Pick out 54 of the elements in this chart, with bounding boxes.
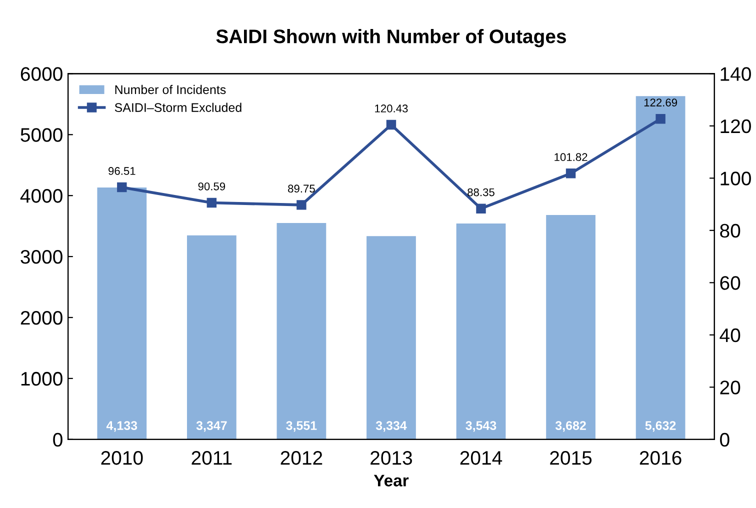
- bar: [186, 235, 236, 440]
- point: [656, 114, 666, 124]
- data-label: 4,133: [106, 421, 138, 432]
- point: [386, 120, 396, 130]
- legend-label: Number of Incidents: [115, 84, 226, 94]
- y-tick-label: 0: [53, 432, 62, 447]
- data-label: 3,347: [196, 421, 227, 432]
- bar: [636, 96, 686, 440]
- point: [206, 198, 217, 208]
- bar: [97, 187, 147, 440]
- bar: [366, 236, 416, 440]
- x-tick-label: 2013: [370, 451, 412, 465]
- y-tick-label: 5000: [20, 128, 62, 142]
- y2-tick-label: 120: [720, 119, 751, 134]
- data-label: 96.51: [108, 167, 136, 175]
- chart-title: SAIDI Shown with Number of Outages: [216, 29, 566, 48]
- data-label: 120.43: [375, 104, 408, 112]
- x-tick-label: 2012: [280, 451, 322, 465]
- y-tick-label: 6000: [20, 67, 62, 81]
- y2-tick-label: 140: [720, 67, 751, 81]
- data-label: 89.75: [288, 184, 315, 193]
- point: [476, 204, 486, 214]
- y2-tick-label: 60: [720, 276, 740, 290]
- y2-tick-label: 100: [720, 172, 751, 186]
- y2-tick-label: 80: [720, 224, 740, 238]
- data-label: 90.59: [198, 182, 226, 190]
- y-tick-label: 2000: [20, 310, 62, 325]
- y2-tick-label: 20: [720, 380, 740, 394]
- x-tick-label: 2014: [460, 451, 502, 465]
- data-label: 3,682: [555, 421, 586, 432]
- y-tick-label: 3000: [20, 250, 62, 264]
- data-label: 88.35: [468, 188, 494, 196]
- bar: [456, 223, 506, 440]
- x-tick-label: 2010: [101, 451, 143, 465]
- y-tick-label: 4000: [20, 189, 62, 203]
- bar: [546, 214, 596, 440]
- y2-tick-label: 0: [720, 432, 730, 447]
- data-label: 3,543: [466, 421, 496, 432]
- data-label: 3,551: [286, 421, 317, 432]
- legend-label: SAIDI–Storm Excluded: [114, 102, 242, 112]
- point: [117, 182, 127, 192]
- x-tick-label: 2015: [550, 451, 592, 465]
- y-tick-label: 1000: [21, 372, 62, 386]
- data-label: 122.69: [644, 98, 678, 106]
- x-tick-label: 2016: [640, 451, 682, 465]
- data-label: 3,334: [376, 421, 407, 432]
- x-axis-title: Year: [374, 474, 409, 486]
- point: [566, 168, 576, 178]
- y2-tick-label: 40: [720, 328, 740, 342]
- data-label: 101.82: [554, 153, 588, 162]
- bar: [276, 222, 326, 440]
- point: [296, 200, 306, 210]
- data-label: 5,632: [645, 421, 676, 432]
- x-tick-label: 2011: [192, 451, 232, 465]
